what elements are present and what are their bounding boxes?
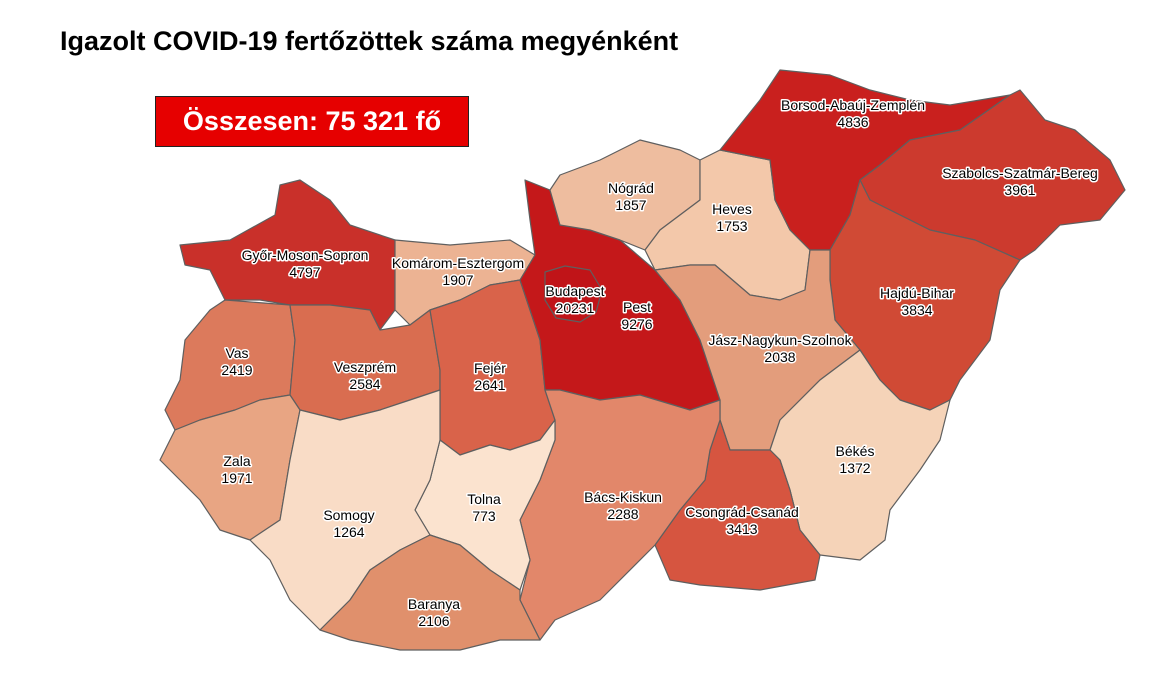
county-name: Jász-Nagykun-Szolnok: [708, 332, 852, 348]
county-value: 3413: [726, 521, 757, 537]
county-name: Vas: [225, 345, 248, 361]
county-value: 2584: [349, 376, 380, 392]
county-label-gyor: Győr-Moson-Sopron 4797: [242, 247, 369, 280]
county-value: 20231: [556, 300, 595, 316]
county-value: 3834: [901, 302, 932, 318]
county-value: 773: [472, 508, 496, 524]
county-label-budapest: Budapest 20231: [545, 283, 604, 316]
county-name: Nógrád: [608, 180, 654, 196]
county-name: Győr-Moson-Sopron: [242, 247, 369, 263]
county-name: Fejér: [474, 360, 506, 376]
county-label-borsod: Borsod-Abaúj-Zemplén 4836: [781, 97, 925, 130]
county-value: 3961: [1004, 182, 1035, 198]
total-cases-badge: Összesen: 75 321 fő: [155, 96, 469, 147]
county-name: Pest: [623, 299, 651, 315]
county-value: 1264: [333, 524, 364, 540]
county-value: 2419: [221, 362, 252, 378]
county-name: Hajdú-Bihar: [880, 285, 954, 301]
county-label-pest: Pest 9276: [621, 299, 652, 332]
county-value: 1753: [716, 218, 747, 234]
county-value: 2038: [764, 349, 795, 365]
county-label-baranya: Baranya 2106: [408, 596, 460, 629]
county-baranya: [319, 534, 541, 651]
county-value: 9276: [621, 316, 652, 332]
county-label-komarom: Komárom-Esztergom 1907: [392, 255, 524, 288]
county-value: 1971: [221, 470, 252, 486]
county-value: 1372: [839, 460, 870, 476]
county-value: 2641: [474, 377, 505, 393]
county-label-hajdu: Hajdú-Bihar 3834: [880, 285, 954, 318]
county-label-fejer: Fejér 2641: [474, 360, 506, 393]
county-name: Csongrád-Csanád: [685, 504, 799, 520]
county-value: 2288: [607, 506, 638, 522]
county-name: Veszprém: [334, 359, 396, 375]
county-name: Komárom-Esztergom: [392, 255, 524, 271]
county-name: Tolna: [467, 491, 501, 507]
county-name: Heves: [712, 201, 752, 217]
county-label-heves: Heves 1753: [712, 201, 752, 234]
county-name: Somogy: [323, 507, 374, 523]
county-value: 1857: [615, 197, 646, 213]
county-name: Budapest: [545, 283, 604, 299]
map-title: Igazolt COVID-19 fertőzöttek száma megyé…: [60, 26, 679, 56]
county-name: Szabolcs-Szatmár-Bereg: [942, 165, 1098, 181]
county-name: Baranya: [408, 596, 460, 612]
county-name: Borsod-Abaúj-Zemplén: [781, 97, 925, 113]
county-label-tolna: Tolna 773: [467, 491, 501, 524]
county-name: Békés: [836, 443, 875, 459]
county-label-zala: Zala 1971: [221, 453, 252, 486]
county-label-bekes: Békés 1372: [836, 443, 875, 476]
county-label-jasz: Jász-Nagykun-Szolnok 2038: [708, 332, 852, 365]
county-label-vas: Vas 2419: [221, 345, 252, 378]
county-bekes: [769, 349, 951, 561]
county-name: Zala: [223, 453, 250, 469]
county-name: Bács-Kiskun: [584, 489, 662, 505]
county-budapest: [544, 265, 603, 323]
county-value: 2106: [418, 613, 449, 629]
county-value: 4797: [289, 264, 320, 280]
county-label-nograd: Nógrád 1857: [608, 180, 654, 213]
county-label-somogy: Somogy 1264: [323, 507, 374, 540]
county-value: 1907: [442, 272, 473, 288]
county-value: 4836: [837, 114, 868, 130]
county-label-szabolcs: Szabolcs-Szatmár-Bereg 3961: [942, 165, 1098, 198]
county-gyor: [179, 179, 396, 331]
county-label-bacs: Bács-Kiskun 2288: [584, 489, 662, 522]
county-label-veszprem: Veszprém 2584: [334, 359, 396, 392]
county-label-csongrad: Csongrád-Csanád 3413: [685, 504, 799, 537]
